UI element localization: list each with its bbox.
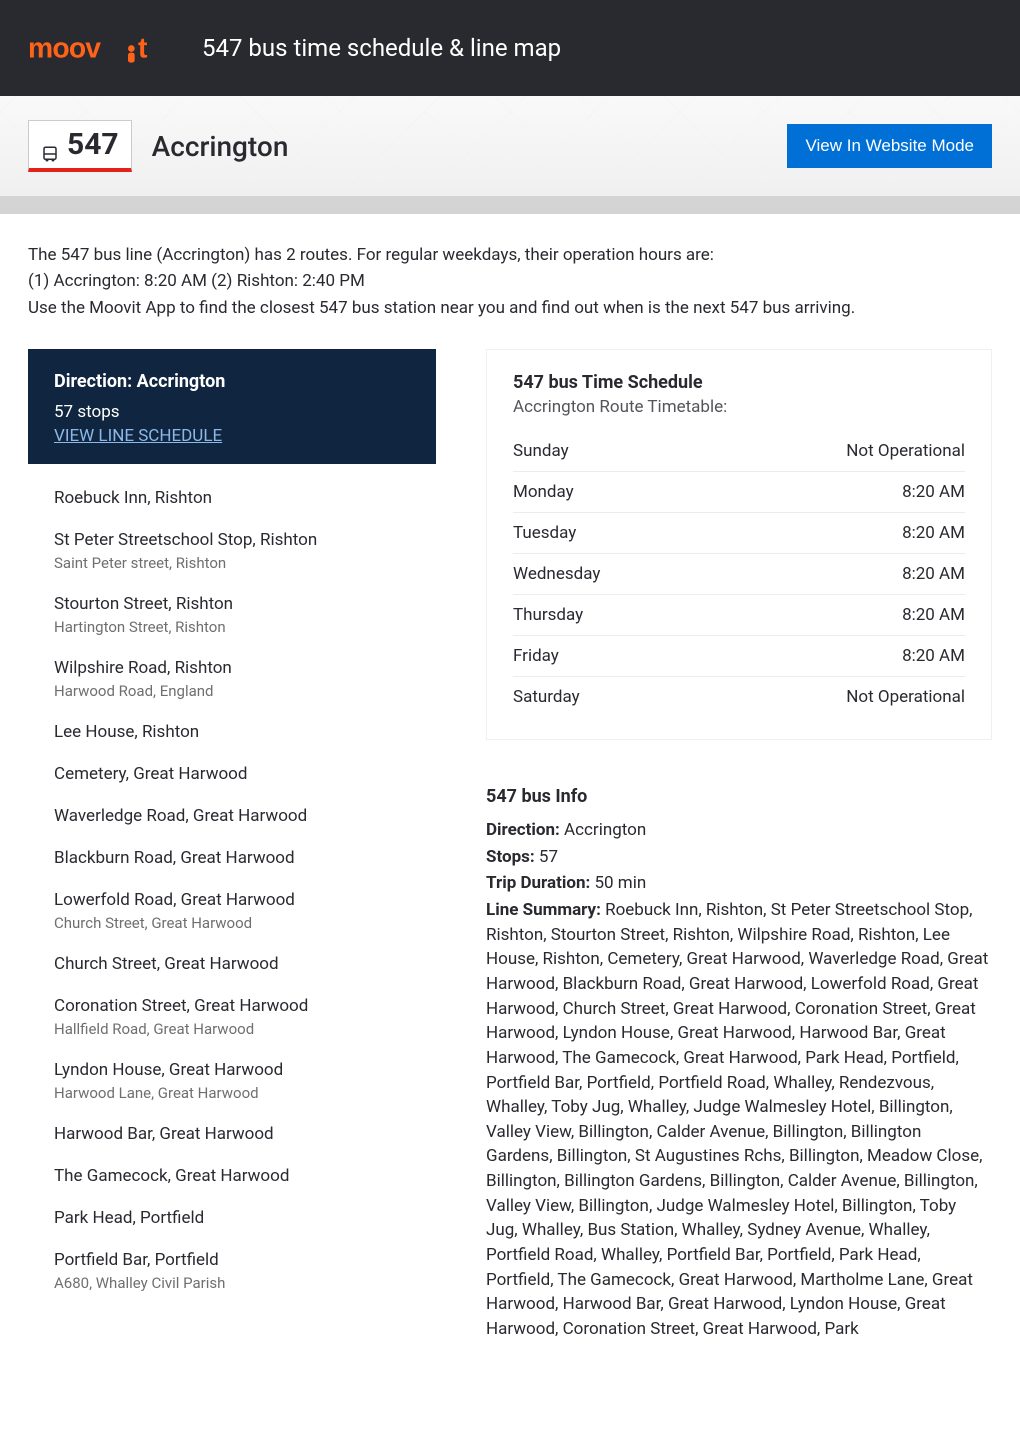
view-line-schedule-link[interactable]: VIEW LINE SCHEDULE	[54, 426, 222, 446]
schedule-row: Monday 8:20 AM	[513, 472, 965, 513]
stop-name: Lee House, Rishton	[54, 722, 410, 742]
schedule-time: 8:20 AM	[902, 605, 965, 625]
schedule-day: Friday	[513, 646, 559, 666]
moovit-logo: moov t	[28, 28, 178, 68]
schedule-day: Thursday	[513, 605, 583, 625]
schedule-row: Saturday Not Operational	[513, 677, 965, 717]
right-column: 547 bus Time Schedule Accrington Route T…	[486, 349, 992, 1344]
info-duration: Trip Duration: 50 min	[486, 871, 992, 896]
stop-item: Roebuck Inn, Rishton	[54, 488, 410, 508]
schedule-title: 547 bus Time Schedule	[513, 372, 965, 393]
direction-header: Direction: Accrington 57 stops VIEW LINE…	[28, 349, 436, 464]
page-title: 547 bus time schedule & line map	[202, 34, 561, 62]
schedule-row: Sunday Not Operational	[513, 431, 965, 472]
svg-text:t: t	[138, 33, 148, 65]
stop-count: 57 stops	[54, 402, 410, 422]
info-direction: Direction: Accrington	[486, 818, 992, 843]
stop-name: Waverledge Road, Great Harwood	[54, 806, 410, 826]
stop-name: Wilpshire Road, Rishton	[54, 658, 410, 678]
stop-name: Roebuck Inn, Rishton	[54, 488, 410, 508]
schedule-time: 8:20 AM	[902, 523, 965, 543]
stop-item: St Peter Streetschool Stop, Rishton Saint…	[54, 530, 410, 572]
stop-name: The Gamecock, Great Harwood	[54, 1166, 410, 1186]
line-number: 547	[67, 127, 119, 162]
intro-line-2: (1) Accrington: 8:20 AM (2) Rishton: 2:4…	[28, 268, 992, 294]
schedule-card: 547 bus Time Schedule Accrington Route T…	[486, 349, 992, 740]
stop-name: Harwood Bar, Great Harwood	[54, 1124, 410, 1144]
intro-line-1: The 547 bus line (Accrington) has 2 rout…	[28, 242, 992, 268]
stop-item: Harwood Bar, Great Harwood	[54, 1124, 410, 1144]
info-block: 547 bus Info Direction: Accrington Stops…	[486, 784, 992, 1342]
destination-label: Accrington	[152, 130, 289, 163]
stop-item: Cemetery, Great Harwood	[54, 764, 410, 784]
schedule-time: 8:20 AM	[902, 646, 965, 666]
stop-item: Lowerfold Road, Great Harwood Church Stre…	[54, 890, 410, 932]
stop-name: Park Head, Portfield	[54, 1208, 410, 1228]
schedule-day: Saturday	[513, 687, 580, 707]
stop-name: St Peter Streetschool Stop, Rishton	[54, 530, 410, 550]
sub-header: 547 Accrington View In Website Mode	[0, 96, 1020, 196]
stop-item: The Gamecock, Great Harwood	[54, 1166, 410, 1186]
info-title: 547 bus Info	[486, 784, 992, 810]
stop-name: Stourton Street, Rishton	[54, 594, 410, 614]
left-column: Direction: Accrington 57 stops VIEW LINE…	[28, 349, 436, 1314]
schedule-row: Thursday 8:20 AM	[513, 595, 965, 636]
stop-sub: Saint Peter street, Rishton	[54, 554, 410, 572]
stop-sub: A680, Whalley Civil Parish	[54, 1274, 410, 1292]
line-badge: 547	[28, 120, 132, 172]
stop-item: Church Street, Great Harwood	[54, 954, 410, 974]
info-stops: Stops: 57	[486, 845, 992, 870]
stop-item: Blackburn Road, Great Harwood	[54, 848, 410, 868]
stop-item: Lee House, Rishton	[54, 722, 410, 742]
stop-name: Coronation Street, Great Harwood	[54, 996, 410, 1016]
stop-sub: Hallfield Road, Great Harwood	[54, 1020, 410, 1038]
stop-sub: Harwood Road, England	[54, 682, 410, 700]
schedule-time: Not Operational	[846, 687, 965, 707]
stop-name: Portfield Bar, Portfield	[54, 1250, 410, 1270]
bus-icon	[41, 136, 59, 154]
schedule-table: SundayNot OperationalMonday8:20 AMTuesda…	[513, 431, 965, 717]
schedule-day: Wednesday	[513, 564, 600, 584]
stop-item: Wilpshire Road, Rishton Harwood Road, Eng…	[54, 658, 410, 700]
stop-sub: Hartington Street, Rishton	[54, 618, 410, 636]
intro-text: The 547 bus line (Accrington) has 2 rout…	[0, 214, 1020, 349]
schedule-time: Not Operational	[846, 441, 965, 461]
intro-line-3: Use the Moovit App to find the closest 5…	[28, 295, 992, 321]
stop-name: Blackburn Road, Great Harwood	[54, 848, 410, 868]
schedule-day: Sunday	[513, 441, 569, 461]
schedule-row: Friday 8:20 AM	[513, 636, 965, 677]
stop-item: Portfield Bar, Portfield A680, Whalley Ci…	[54, 1250, 410, 1292]
schedule-row: Tuesday 8:20 AM	[513, 513, 965, 554]
stops-list: Roebuck Inn, Rishton St Peter Streetschoo…	[28, 464, 436, 1292]
schedule-subtitle: Accrington Route Timetable:	[513, 397, 965, 417]
stop-item: Waverledge Road, Great Harwood	[54, 806, 410, 826]
stop-item: Stourton Street, Rishton Hartington Stree…	[54, 594, 410, 636]
stop-item: Coronation Street, Great Harwood Hallfiel…	[54, 996, 410, 1038]
top-bar: moov t 547 bus time schedule & line map	[0, 0, 1020, 96]
stop-name: Cemetery, Great Harwood	[54, 764, 410, 784]
stop-sub: Harwood Lane, Great Harwood	[54, 1084, 410, 1102]
stop-name: Lyndon House, Great Harwood	[54, 1060, 410, 1080]
schedule-day: Tuesday	[513, 523, 576, 543]
svg-text:moov: moov	[28, 33, 101, 65]
schedule-time: 8:20 AM	[902, 482, 965, 502]
stop-item: Park Head, Portfield	[54, 1208, 410, 1228]
direction-title: Direction: Accrington	[54, 371, 410, 392]
stop-sub: Church Street, Great Harwood	[54, 914, 410, 932]
schedule-day: Monday	[513, 482, 574, 502]
info-summary: Line Summary: Roebuck Inn, Rishton, St P…	[486, 898, 992, 1342]
stop-item: Lyndon House, Great Harwood Harwood Lane,…	[54, 1060, 410, 1102]
main-content: Direction: Accrington 57 stops VIEW LINE…	[0, 349, 1020, 1372]
stop-name: Lowerfold Road, Great Harwood	[54, 890, 410, 910]
stop-name: Church Street, Great Harwood	[54, 954, 410, 974]
gray-strip	[0, 196, 1020, 214]
schedule-time: 8:20 AM	[902, 564, 965, 584]
schedule-row: Wednesday 8:20 AM	[513, 554, 965, 595]
view-website-mode-button[interactable]: View In Website Mode	[787, 124, 992, 168]
